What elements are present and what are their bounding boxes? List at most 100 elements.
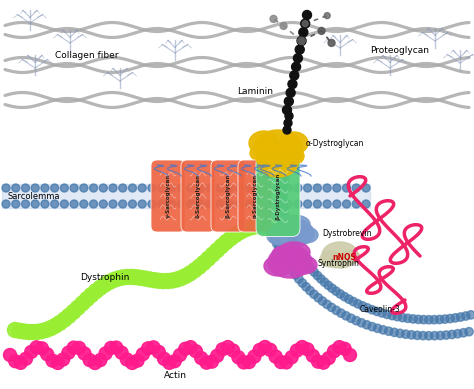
Circle shape [191, 259, 207, 274]
Circle shape [465, 328, 473, 336]
Circle shape [147, 341, 160, 354]
Circle shape [60, 184, 68, 192]
Circle shape [78, 347, 91, 360]
Circle shape [280, 253, 288, 262]
Circle shape [318, 27, 325, 34]
Circle shape [349, 297, 357, 306]
Circle shape [310, 290, 318, 298]
Circle shape [319, 297, 327, 305]
Circle shape [363, 304, 372, 312]
Circle shape [320, 278, 328, 286]
Circle shape [142, 342, 155, 355]
Circle shape [430, 331, 439, 340]
Circle shape [148, 200, 156, 208]
Circle shape [414, 315, 422, 324]
Circle shape [265, 215, 273, 223]
Circle shape [328, 303, 336, 312]
Ellipse shape [270, 219, 314, 247]
Circle shape [264, 210, 273, 219]
Circle shape [296, 340, 309, 354]
Circle shape [336, 290, 345, 298]
Circle shape [289, 237, 298, 246]
Circle shape [31, 200, 39, 208]
Circle shape [323, 200, 331, 208]
Circle shape [102, 275, 117, 289]
Circle shape [187, 263, 202, 278]
Circle shape [280, 23, 287, 30]
Circle shape [328, 345, 340, 358]
Circle shape [97, 277, 112, 292]
Circle shape [179, 342, 192, 355]
Circle shape [70, 184, 78, 192]
Circle shape [138, 200, 146, 208]
FancyBboxPatch shape [151, 160, 185, 232]
Circle shape [237, 223, 252, 237]
Ellipse shape [258, 149, 298, 177]
Circle shape [56, 353, 70, 366]
Circle shape [177, 200, 185, 208]
Circle shape [295, 275, 303, 283]
Circle shape [273, 240, 281, 248]
Circle shape [396, 329, 404, 338]
Circle shape [119, 184, 127, 192]
Circle shape [21, 200, 29, 208]
Ellipse shape [254, 130, 302, 166]
Text: Actin: Actin [164, 370, 186, 380]
Ellipse shape [264, 256, 292, 276]
Circle shape [243, 356, 255, 368]
Circle shape [156, 273, 171, 289]
Circle shape [407, 331, 416, 339]
Circle shape [265, 170, 273, 178]
Circle shape [362, 200, 370, 208]
Ellipse shape [278, 242, 310, 262]
Circle shape [285, 112, 293, 120]
Circle shape [79, 292, 94, 307]
Circle shape [109, 200, 117, 208]
Circle shape [398, 314, 407, 322]
Circle shape [41, 200, 49, 208]
Circle shape [441, 315, 449, 323]
Circle shape [304, 184, 311, 192]
Circle shape [322, 352, 335, 364]
Circle shape [333, 341, 346, 354]
Circle shape [304, 261, 312, 269]
Circle shape [274, 356, 287, 368]
Text: Caveolin-3: Caveolin-3 [360, 305, 401, 314]
Circle shape [62, 346, 75, 359]
Circle shape [306, 349, 319, 362]
Circle shape [110, 341, 123, 354]
Circle shape [128, 200, 137, 208]
Circle shape [236, 184, 244, 192]
Circle shape [307, 265, 315, 273]
Circle shape [288, 80, 297, 89]
Circle shape [228, 228, 243, 243]
Circle shape [197, 200, 205, 208]
Circle shape [30, 341, 43, 354]
Circle shape [216, 184, 224, 192]
Circle shape [297, 37, 306, 46]
Circle shape [263, 195, 271, 203]
Circle shape [333, 184, 341, 192]
Circle shape [221, 340, 234, 354]
Circle shape [148, 184, 156, 192]
Circle shape [292, 62, 301, 71]
Circle shape [12, 323, 27, 338]
Circle shape [133, 270, 148, 285]
Circle shape [115, 270, 130, 285]
Circle shape [19, 352, 32, 365]
Circle shape [169, 272, 184, 287]
Circle shape [368, 322, 376, 331]
Circle shape [301, 257, 310, 265]
Circle shape [51, 356, 64, 370]
Text: Sarcolemma: Sarcolemma [8, 191, 61, 200]
Circle shape [291, 271, 300, 279]
Circle shape [248, 350, 261, 363]
Circle shape [354, 300, 362, 308]
Circle shape [158, 200, 166, 208]
Circle shape [173, 270, 189, 286]
Circle shape [26, 324, 40, 340]
Circle shape [298, 37, 305, 44]
Circle shape [281, 173, 289, 181]
Circle shape [84, 287, 99, 303]
Circle shape [255, 200, 263, 208]
